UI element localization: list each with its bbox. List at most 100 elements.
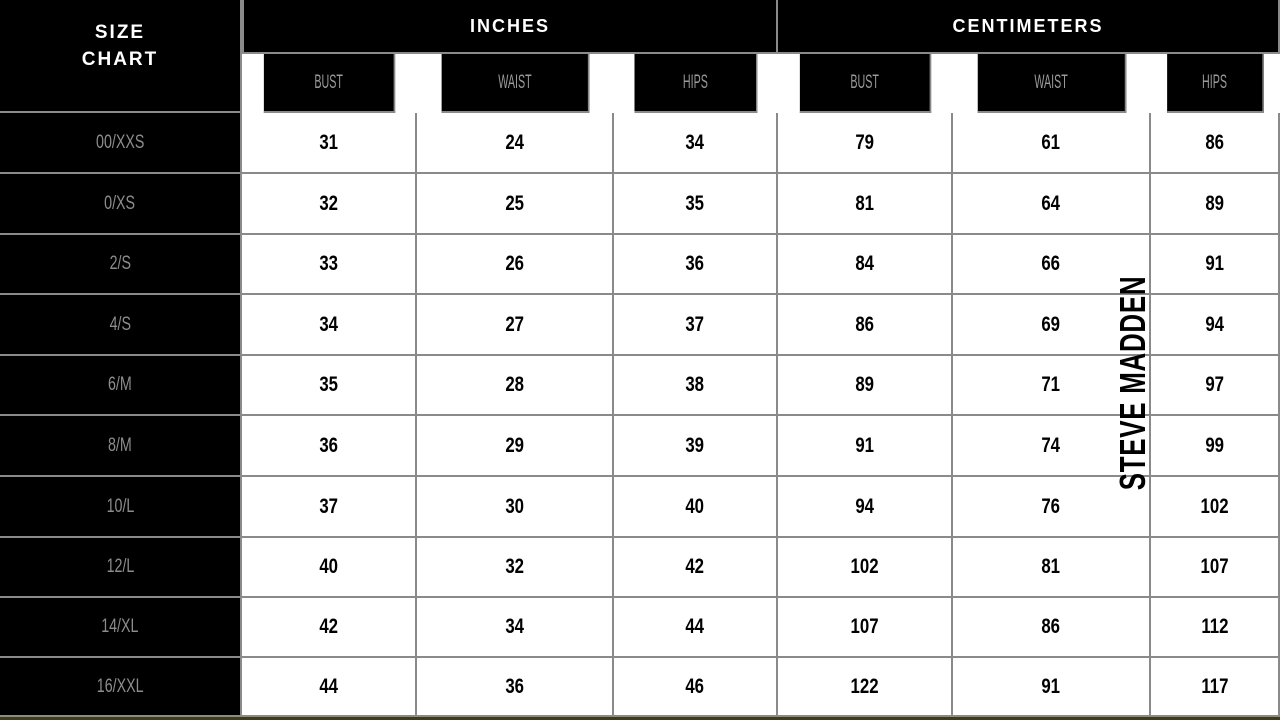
table-cell-text: 117 <box>1200 674 1229 698</box>
table-cell-text: 81 <box>1041 555 1061 578</box>
table-cell: 34 <box>417 598 614 658</box>
size-label: 6/M <box>0 356 242 416</box>
table-cell: 32 <box>417 538 614 598</box>
table-cell: 112 <box>1151 598 1280 658</box>
column-header-bust-text: BUST <box>850 71 880 93</box>
size-label: 00/XXS <box>0 113 242 174</box>
table-cell-text: 32 <box>505 555 524 578</box>
table-cell: 86 <box>778 295 953 356</box>
table-cell-text: 35 <box>685 191 705 215</box>
column-header-bust: BUST <box>799 54 932 113</box>
table-cell: 81 <box>778 174 953 235</box>
table-cell-text: 94 <box>855 494 874 518</box>
table-cell: 66 <box>953 235 1151 295</box>
table-cell-text: 91 <box>1205 252 1224 275</box>
table-cell-text: 24 <box>505 130 524 154</box>
table-cell-text: 66 <box>1041 252 1061 275</box>
column-header-hips: HIPS <box>1167 54 1264 113</box>
table-cell: 29 <box>417 416 614 477</box>
table-cell: 122 <box>778 658 953 717</box>
table-cell-text: 42 <box>319 615 338 638</box>
table-cell: 81 <box>953 538 1151 598</box>
table-cell-text: 112 <box>1200 615 1229 638</box>
table-cell: 69 <box>953 295 1151 356</box>
size-label-text: 2/S <box>109 253 131 274</box>
table-cell-text: 46 <box>685 674 705 698</box>
title-line-1: SIZE <box>94 21 146 43</box>
table-cell: 84 <box>778 235 953 295</box>
table-cell: 44 <box>614 598 778 658</box>
table-cell-text: 97 <box>1205 373 1224 396</box>
table-cell-text: 39 <box>685 433 705 457</box>
table-cell-text: 26 <box>505 252 524 275</box>
table-cell: 32 <box>242 174 417 235</box>
column-header-bust: BUST <box>263 54 396 113</box>
size-label: 4/S <box>0 295 242 356</box>
table-cell: 37 <box>614 295 778 356</box>
table-cell-text: 79 <box>855 130 874 154</box>
table-cell-text: 74 <box>1041 433 1061 457</box>
table-cell: 33 <box>242 235 417 295</box>
table-cell-text: 89 <box>855 373 874 396</box>
table-cell: 89 <box>778 356 953 416</box>
table-cell-text: 107 <box>850 615 879 638</box>
table-cell-text: 64 <box>1041 191 1061 215</box>
table-cell: 34 <box>614 113 778 174</box>
table-cell-text: 27 <box>505 312 524 336</box>
table-cell: 44 <box>242 658 417 717</box>
table-cell: 94 <box>778 477 953 538</box>
table-cell-text: 35 <box>319 373 338 396</box>
table-cell: 94 <box>1151 295 1280 356</box>
table-cell: 30 <box>417 477 614 538</box>
table-cell: 27 <box>417 295 614 356</box>
table-cell-text: 37 <box>319 494 338 518</box>
table-cell: 71 <box>953 356 1151 416</box>
column-header-waist-text: WAIST <box>498 71 532 93</box>
table-cell: 25 <box>417 174 614 235</box>
table-cell: 42 <box>614 538 778 598</box>
table-cell: 35 <box>242 356 417 416</box>
table-cell: 38 <box>614 356 778 416</box>
table-cell-text: 40 <box>319 555 338 578</box>
size-label-text: 0/XS <box>104 192 136 214</box>
table-cell-text: 32 <box>319 191 338 215</box>
table-cell-text: 71 <box>1041 373 1061 396</box>
table-cell-text: 25 <box>505 191 524 215</box>
table-cell: 40 <box>614 477 778 538</box>
table-cell: 86 <box>953 598 1151 658</box>
table-cell-text: 34 <box>319 312 338 336</box>
table-cell: 39 <box>614 416 778 477</box>
table-cell-text: 107 <box>1200 555 1229 578</box>
table-cell: 86 <box>1151 113 1280 174</box>
column-header-waist-text: WAIST <box>1034 71 1068 93</box>
table-cell: 102 <box>1151 477 1280 538</box>
table-cell-text: 38 <box>685 373 705 396</box>
size-label: 8/M <box>0 416 242 477</box>
size-label-text: 12/L <box>106 556 134 577</box>
table-cell: 107 <box>1151 538 1280 598</box>
column-header-hips-text: HIPS <box>682 71 708 93</box>
size-label: 12/L <box>0 538 242 598</box>
column-header-waist: WAIST <box>441 54 590 113</box>
size-label-text: 10/L <box>106 495 134 517</box>
table-cell: 37 <box>242 477 417 538</box>
size-label-text: 00/XXS <box>95 131 145 153</box>
table-cell: 76 <box>953 477 1151 538</box>
table-cell-text: 37 <box>685 312 705 336</box>
table-cell: 46 <box>614 658 778 717</box>
table-cell: 91 <box>1151 235 1280 295</box>
table-cell-text: 34 <box>505 615 524 638</box>
table-cell: 42 <box>242 598 417 658</box>
size-label-text: 8/M <box>108 434 132 456</box>
table-cell-text: 36 <box>505 674 524 698</box>
column-header-waist: WAIST <box>977 54 1127 113</box>
table-cell-text: 40 <box>685 494 705 518</box>
size-label: 0/XS <box>0 174 242 235</box>
group-header-centimeters: CENTIMETERS <box>778 0 1280 54</box>
size-chart-title: SIZE CHART <box>0 0 242 113</box>
table-cell-text: 29 <box>505 433 524 457</box>
table-cell-text: 30 <box>505 494 524 518</box>
table-cell: 91 <box>778 416 953 477</box>
table-cell-text: 94 <box>1205 312 1224 336</box>
table-cell: 28 <box>417 356 614 416</box>
